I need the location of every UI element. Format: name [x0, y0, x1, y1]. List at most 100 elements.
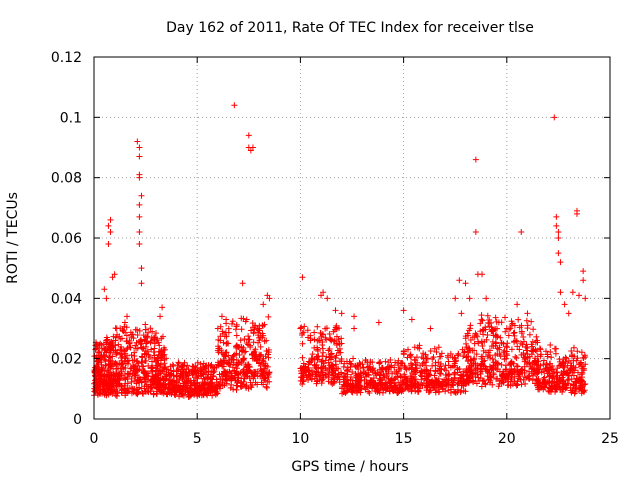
data-point — [225, 361, 232, 368]
data-point — [534, 382, 541, 389]
data-point — [140, 369, 147, 376]
data-point — [562, 380, 569, 387]
data-point — [338, 335, 345, 342]
x-tick-label: 10 — [291, 431, 309, 447]
data-point — [540, 386, 547, 393]
data-point — [212, 389, 219, 396]
data-point — [336, 325, 343, 332]
data-point — [374, 385, 381, 392]
data-point — [168, 370, 175, 377]
x-tick-label: 25 — [601, 431, 619, 447]
data-point — [447, 386, 454, 393]
data-point — [102, 346, 109, 353]
data-point — [181, 359, 188, 366]
data-point — [581, 387, 588, 394]
data-point — [133, 358, 140, 365]
data-point — [507, 360, 514, 367]
data-point — [563, 355, 570, 362]
data-point — [482, 326, 489, 333]
data-point — [145, 352, 152, 359]
data-point — [547, 341, 554, 348]
data-point — [346, 383, 353, 390]
data-point — [351, 325, 358, 332]
data-point — [230, 359, 237, 366]
data-point — [124, 313, 131, 320]
data-point — [182, 369, 189, 376]
data-point — [533, 333, 540, 340]
data-point — [133, 380, 140, 387]
data-point — [484, 366, 491, 373]
data-point — [423, 367, 430, 374]
data-point — [487, 319, 494, 326]
data-point — [153, 337, 160, 344]
data-point — [498, 372, 505, 379]
data-point — [370, 374, 377, 381]
data-point — [98, 345, 105, 352]
data-point — [105, 222, 112, 229]
data-point — [523, 374, 530, 381]
data-point — [328, 376, 335, 383]
data-point — [441, 376, 448, 383]
data-point — [233, 332, 240, 339]
data-point — [150, 349, 157, 356]
data-point — [518, 328, 525, 335]
data-point — [427, 348, 434, 355]
data-point — [560, 371, 567, 378]
data-point — [559, 374, 566, 381]
data-point — [458, 310, 465, 317]
data-point — [480, 378, 487, 385]
data-point — [335, 336, 342, 343]
data-point — [245, 367, 252, 374]
data-point — [205, 362, 212, 369]
data-point — [488, 374, 495, 381]
data-point — [105, 353, 112, 360]
data-point — [314, 348, 321, 355]
data-point — [136, 201, 143, 208]
data-point — [192, 374, 199, 381]
data-point — [159, 333, 166, 340]
data-point — [173, 379, 180, 386]
data-point — [514, 368, 521, 375]
data-point — [556, 384, 563, 391]
data-point — [357, 361, 364, 368]
data-point — [365, 363, 372, 370]
data-point — [426, 388, 433, 395]
data-point — [340, 374, 347, 381]
data-point — [299, 274, 306, 281]
data-point — [580, 354, 587, 361]
data-point — [439, 386, 446, 393]
data-point — [299, 340, 306, 347]
data-point — [513, 382, 520, 389]
data-point — [175, 360, 182, 367]
data-point — [328, 336, 335, 343]
data-point — [103, 295, 110, 302]
data-point — [380, 374, 387, 381]
data-point — [568, 347, 575, 354]
data-point — [431, 345, 438, 352]
data-point — [121, 319, 128, 326]
data-point — [386, 363, 393, 370]
data-point — [153, 330, 160, 337]
data-point — [478, 312, 485, 319]
data-point — [487, 377, 494, 384]
data-point — [503, 343, 510, 350]
data-point — [214, 325, 221, 332]
data-point — [437, 370, 444, 377]
data-point — [300, 364, 307, 371]
data-point — [514, 363, 521, 370]
data-point — [582, 295, 589, 302]
data-point — [470, 379, 477, 386]
data-point — [233, 386, 240, 393]
data-point — [571, 390, 578, 397]
data-point — [217, 375, 224, 382]
data-point — [456, 366, 463, 373]
data-point — [496, 351, 503, 358]
y-tick-label: 0.02 — [51, 352, 82, 368]
data-point — [503, 344, 510, 351]
data-point — [385, 375, 392, 382]
data-point — [506, 370, 513, 377]
y-tick-label: 0.04 — [51, 291, 82, 307]
data-point — [568, 353, 575, 360]
data-point — [139, 345, 146, 352]
data-point — [576, 292, 583, 299]
